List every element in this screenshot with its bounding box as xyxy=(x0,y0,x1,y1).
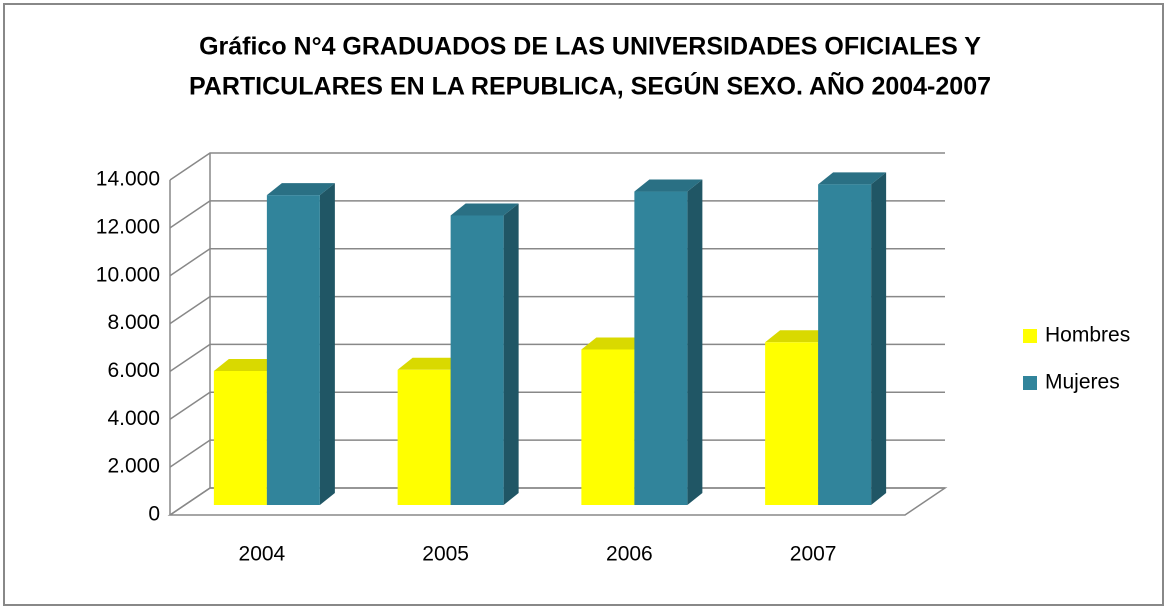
y-tick-label: 4.000 xyxy=(107,407,160,430)
x-tick-label: 2006 xyxy=(606,543,653,566)
bar-top xyxy=(765,330,834,343)
legend-swatch xyxy=(1023,376,1037,390)
y-tick-label: 10.000 xyxy=(96,263,160,286)
y-tick-label: 12.000 xyxy=(96,215,160,238)
y-tick-label: 14.000 xyxy=(96,168,160,191)
bar-side xyxy=(871,172,887,505)
bar-top xyxy=(634,179,703,192)
chart-title: PARTICULARES EN LA REPUBLICA, SEGÚN SEXO… xyxy=(189,71,991,101)
bar-front xyxy=(450,215,504,505)
bar-top xyxy=(266,183,335,196)
bar-top xyxy=(818,172,887,185)
y-tick-label: 6.000 xyxy=(107,359,160,382)
chart-title: Gráfico N°4 GRADUADOS DE LAS UNIVERSIDAD… xyxy=(199,33,981,61)
bar-front xyxy=(634,191,688,506)
bar-side xyxy=(687,179,703,506)
bar-front xyxy=(765,342,819,505)
legend-swatch xyxy=(1023,329,1037,343)
bar-front xyxy=(818,184,872,505)
bar-side xyxy=(319,183,335,505)
bar-front xyxy=(581,349,635,505)
bar-front xyxy=(213,371,267,505)
x-tick-label: 2005 xyxy=(422,543,469,566)
bar xyxy=(266,183,335,505)
bar-front xyxy=(266,195,320,505)
bar-top xyxy=(450,203,519,216)
bar-top xyxy=(213,359,282,371)
legend-label: Mujeres xyxy=(1045,371,1120,394)
bar-top xyxy=(581,337,650,350)
bar xyxy=(818,172,887,505)
bar xyxy=(450,203,519,505)
y-tick-label: 0 xyxy=(148,503,160,526)
legend-label: Hombres xyxy=(1045,324,1130,347)
bar-front xyxy=(397,369,451,505)
x-tick-label: 2007 xyxy=(790,543,837,566)
y-tick-label: 8.000 xyxy=(107,311,160,334)
bar-top xyxy=(397,357,466,370)
bar-side xyxy=(503,203,519,505)
bar xyxy=(634,179,703,506)
y-tick-label: 2.000 xyxy=(107,455,160,478)
x-tick-label: 2004 xyxy=(239,543,286,566)
